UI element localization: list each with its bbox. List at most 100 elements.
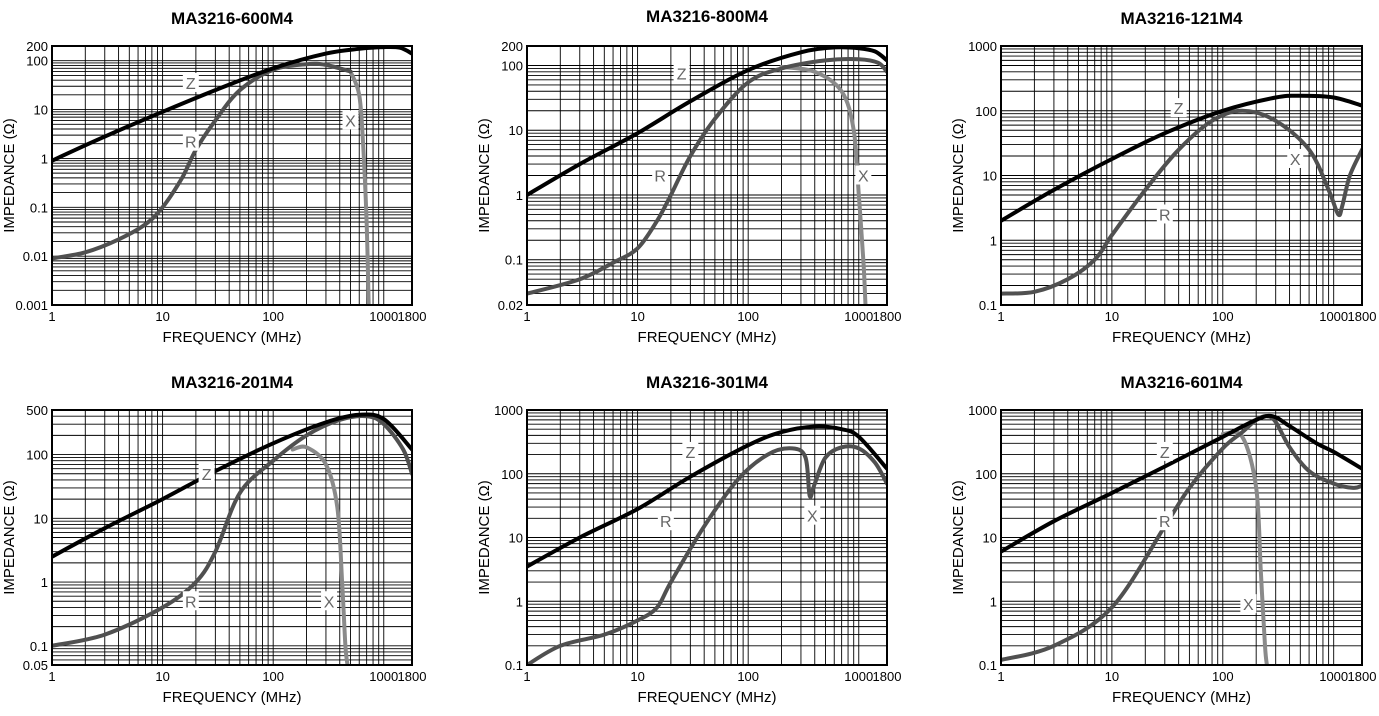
y-tick-label: 1 xyxy=(41,575,48,590)
y-tick-label: 0.1 xyxy=(979,298,997,313)
x-axis-label: FREQUENCY (MHz) xyxy=(163,689,302,706)
series-z-line xyxy=(52,412,412,559)
y-tick-label: 100 xyxy=(975,467,997,482)
y-tick-label: 100 xyxy=(501,467,523,482)
curve-label-r: R xyxy=(1159,207,1171,224)
plot-frame xyxy=(526,409,888,666)
y-tick-label: 10 xyxy=(509,531,523,546)
curve-label-x: X xyxy=(858,169,869,186)
series-x-line xyxy=(348,69,371,305)
chart-title: MA3216-121M4 xyxy=(1121,9,1243,28)
x-tick-label: 10 xyxy=(1105,309,1119,324)
x-tick-label: 1800 xyxy=(1348,309,1377,324)
x-tick-label: 10 xyxy=(630,309,644,324)
chart-1: MA3216-600M4 Z R X 1 10 100 1000 1800 0.001 0.01 0.… xyxy=(1,9,426,346)
x-tick-label: 100 xyxy=(737,669,759,684)
series-r-line xyxy=(527,56,887,296)
y-tick-label: 1000 xyxy=(968,39,997,54)
y-tick-label: 100 xyxy=(501,58,523,73)
chart-title: MA3216-601M4 xyxy=(1121,373,1243,392)
y-tick-label: 500 xyxy=(26,403,48,418)
x-tick-label: 1 xyxy=(48,669,55,684)
chart-title: MA3216-301M4 xyxy=(646,373,768,392)
curve-label-bg xyxy=(198,463,215,483)
curve-label-bg xyxy=(182,131,199,151)
curve-label-r: R xyxy=(654,169,666,186)
y-tick-label: 10 xyxy=(983,531,997,546)
grid xyxy=(1001,410,1362,665)
y-tick-label: 0.1 xyxy=(505,658,523,673)
x-tick-label: 1 xyxy=(997,309,1004,324)
y-tick-label: 10 xyxy=(983,169,997,184)
curve-label-x: X xyxy=(1290,152,1301,169)
y-tick-label: 0.001 xyxy=(15,298,48,313)
x-tick-label: 1 xyxy=(523,669,530,684)
curve-label-z: Z xyxy=(1174,101,1184,118)
grid xyxy=(52,46,412,305)
y-tick-label: 10 xyxy=(34,511,48,526)
x-tick-label: 1000 xyxy=(844,309,873,324)
x-tick-label: 10 xyxy=(630,669,644,684)
y-tick-label: 0.1 xyxy=(979,658,997,673)
curve-label-bg xyxy=(1156,204,1173,224)
series-x-line xyxy=(290,444,350,665)
series-r-line xyxy=(52,414,412,648)
x-tick-label: 1800 xyxy=(873,669,902,684)
x-tick-label: 1 xyxy=(523,309,530,324)
curve-label-bg xyxy=(182,591,199,611)
curve-label-z: Z xyxy=(685,445,695,462)
curve-label-bg xyxy=(673,63,690,83)
grid xyxy=(527,46,887,305)
x-tick-label: 1000 xyxy=(369,669,398,684)
y-tick-label: 1000 xyxy=(494,403,523,418)
y-tick-label: 100 xyxy=(26,448,48,463)
curve-label-bg xyxy=(657,511,674,531)
curve-label-bg xyxy=(1156,441,1173,461)
curve-label-bg xyxy=(1156,511,1173,531)
y-axis-label: IMPEDANCE (Ω) xyxy=(950,118,967,233)
x-tick-label: 100 xyxy=(262,309,284,324)
curve-label-bg xyxy=(652,165,669,185)
plot-frame xyxy=(51,409,413,666)
x-tick-label: 10 xyxy=(155,309,169,324)
series-r-line xyxy=(1001,414,1362,662)
curve-label-bg xyxy=(855,165,872,185)
curve-label-r: R xyxy=(660,514,672,531)
x-tick-label: 1000 xyxy=(1319,669,1348,684)
x-tick-label: 1800 xyxy=(873,309,902,324)
y-tick-label: 0.05 xyxy=(23,658,48,673)
chart-title: MA3216-800M4 xyxy=(646,7,768,26)
y-tick-label: 100 xyxy=(975,104,997,119)
x-tick-label: 100 xyxy=(737,309,759,324)
curve-label-z: Z xyxy=(186,76,196,93)
series-z-line xyxy=(1001,93,1362,223)
plot-frame xyxy=(526,45,888,306)
y-tick-label: 10 xyxy=(509,123,523,138)
x-axis-label: FREQUENCY (MHz) xyxy=(163,329,302,346)
series-x-line xyxy=(779,64,868,305)
x-tick-label: 1800 xyxy=(398,669,427,684)
y-tick-label: 200 xyxy=(501,39,523,54)
plot-frame xyxy=(51,45,413,306)
curve-label-z: Z xyxy=(1160,445,1170,462)
grid xyxy=(52,410,412,665)
plot-frame xyxy=(1000,409,1363,666)
y-tick-label: 1 xyxy=(990,233,997,248)
series-r-line xyxy=(1001,108,1362,296)
x-tick-label: 1 xyxy=(997,669,1004,684)
curve-label-bg xyxy=(1287,148,1304,168)
series-z-line xyxy=(527,46,887,197)
y-axis-label: IMPEDANCE (Ω) xyxy=(1,480,18,595)
grid xyxy=(1001,46,1362,305)
x-axis-label: FREQUENCY (MHz) xyxy=(1112,329,1251,346)
y-axis-label: IMPEDANCE (Ω) xyxy=(476,118,493,233)
y-tick-label: 200 xyxy=(26,39,48,54)
x-tick-label: 100 xyxy=(1212,669,1234,684)
y-tick-label: 0.1 xyxy=(30,639,48,654)
curve-label-bg xyxy=(342,110,359,130)
curve-label-bg xyxy=(1240,594,1257,614)
x-axis-label: FREQUENCY (MHz) xyxy=(638,689,777,706)
y-tick-label: 1000 xyxy=(968,403,997,418)
